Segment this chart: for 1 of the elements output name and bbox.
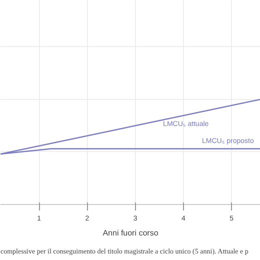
x-axis-title: Anni fuori corso	[102, 228, 159, 238]
